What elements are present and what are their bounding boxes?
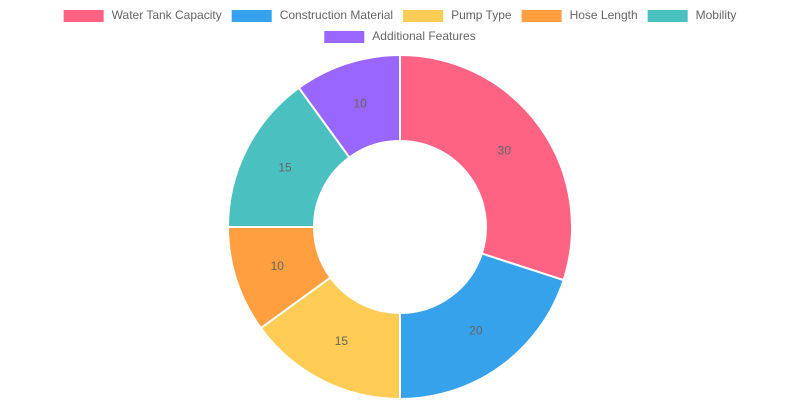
legend-item[interactable]: Additional Features [324, 29, 476, 43]
data-label: 10 [353, 96, 367, 110]
legend-item[interactable]: Pump Type [403, 8, 512, 22]
legend-item[interactable]: Water Tank Capacity [63, 8, 222, 22]
legend-label: Pump Type [451, 8, 512, 22]
data-label: 30 [498, 143, 512, 157]
legend-swatch [521, 10, 562, 22]
data-label: 20 [469, 324, 483, 338]
doughnut-slice[interactable] [399, 252, 565, 400]
legend-item[interactable]: Construction Material [231, 8, 393, 22]
data-label: 15 [335, 334, 349, 348]
legend-label: Hose Length [570, 8, 638, 22]
slices [226, 53, 573, 400]
legend: Water Tank Capacity Construction Material… [63, 8, 737, 43]
legend-swatch [403, 10, 444, 22]
legend-label: Water Tank Capacity [112, 8, 222, 22]
legend-label: Mobility [696, 8, 737, 22]
legend-swatch [647, 10, 688, 22]
legend-swatch [324, 31, 365, 43]
legend-item[interactable]: Mobility [647, 8, 737, 22]
legend-item[interactable]: Hose Length [521, 8, 638, 22]
data-labels: 30 20 15 10 15 10 [271, 96, 512, 348]
legend-label: Construction Material [280, 8, 393, 22]
data-label: 10 [271, 259, 285, 273]
legend-label: Additional Features [372, 29, 475, 43]
legend-swatch [63, 10, 104, 22]
doughnut-slice[interactable] [297, 53, 401, 159]
legend-swatch [231, 10, 272, 22]
doughnut-slice[interactable] [399, 53, 573, 282]
data-label: 15 [278, 161, 292, 175]
